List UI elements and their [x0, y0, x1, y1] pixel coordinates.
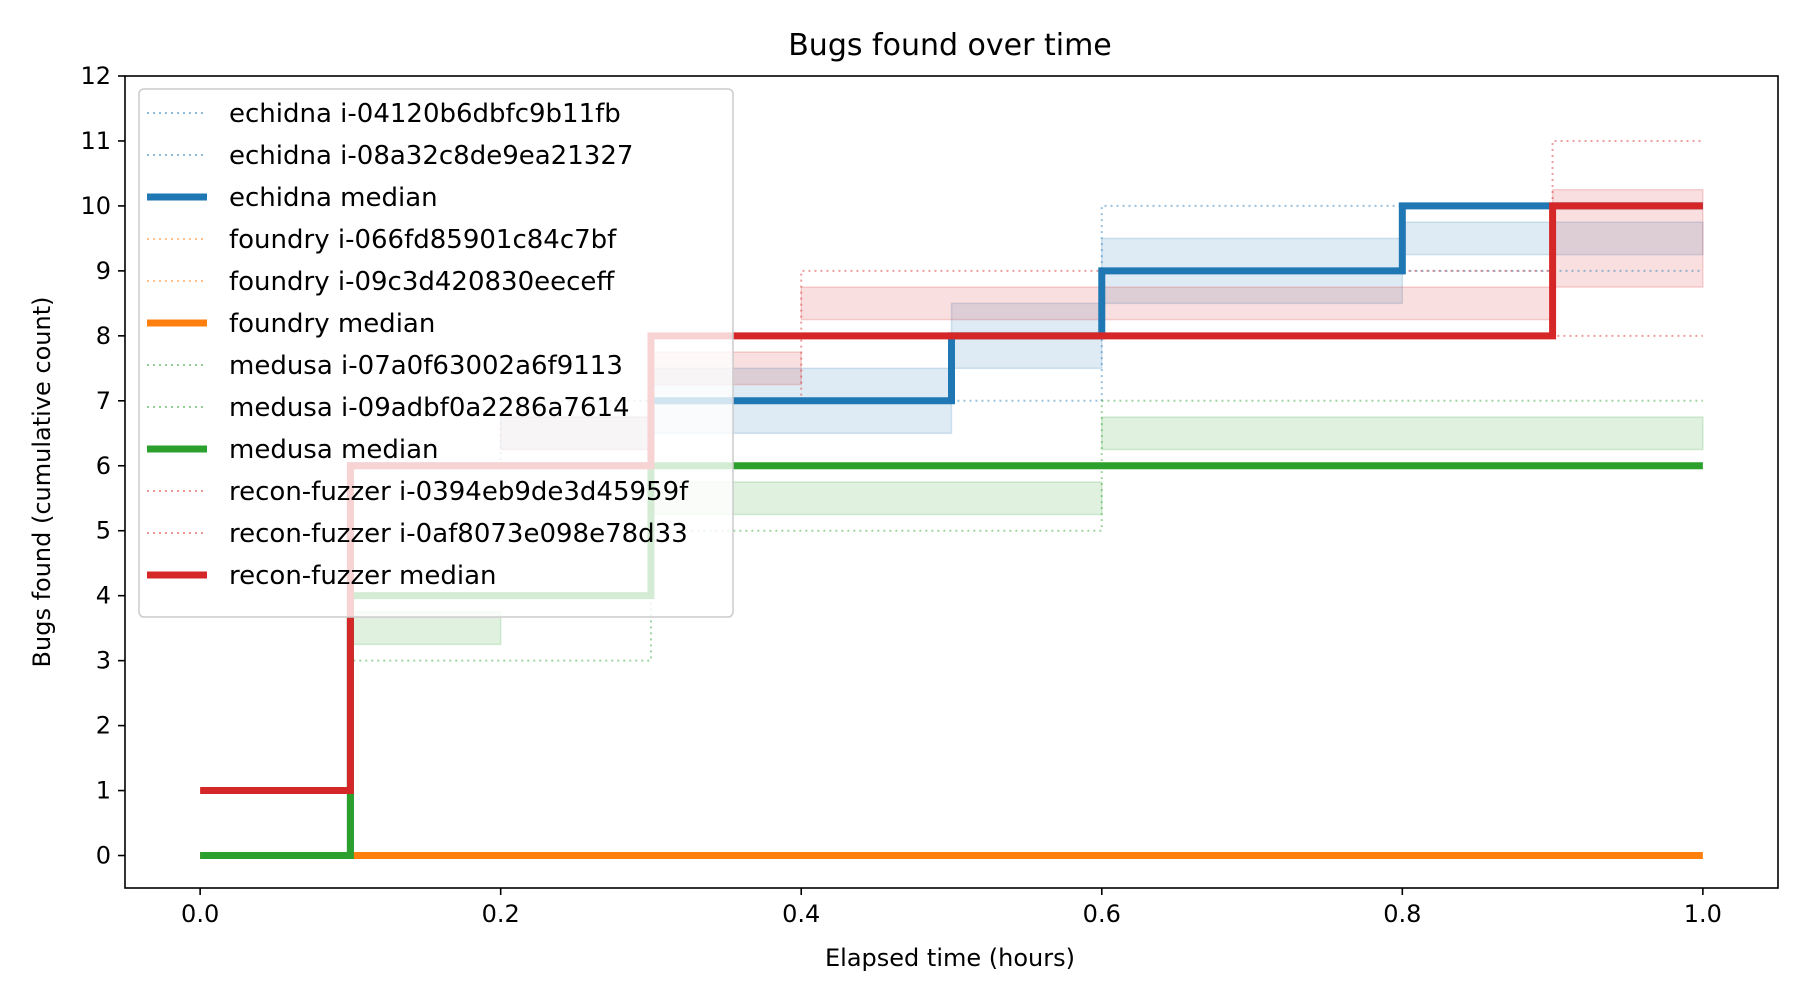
legend-label-foundry-i-09c3d420830eeceff: foundry i-09c3d420830eeceff — [229, 267, 615, 297]
band-recon-fuzzer-2 — [800, 286, 1554, 321]
legend-label-medusa-i-09adbf0a2286a7614: medusa i-09adbf0a2286a7614 — [229, 393, 630, 423]
x-tick-label: 1.0 — [1684, 900, 1722, 928]
band-medusa-2 — [1101, 416, 1704, 451]
legend-label-foundry-median: foundry median — [229, 309, 435, 339]
y-tick-label: 3 — [96, 647, 111, 675]
x-tick-label: 0.8 — [1383, 900, 1421, 928]
x-tick-label: 0.6 — [1083, 900, 1121, 928]
y-tick-label: 4 — [96, 582, 111, 610]
y-tick-label: 7 — [96, 387, 111, 415]
legend-label-foundry-i-066fd85901c84c7bf: foundry i-066fd85901c84c7bf — [229, 225, 617, 255]
x-axis-label: Elapsed time (hours) — [825, 944, 1075, 972]
y-tick-label: 12 — [80, 62, 111, 90]
legend: echidna i-04120b6dbfc9b11fb echidna i-08a… — [138, 88, 734, 618]
y-tick-label: 0 — [96, 842, 111, 870]
y-tick-label: 5 — [96, 517, 111, 545]
x-tick-label: 0.2 — [482, 900, 520, 928]
legend-label-recon-fuzzer-median: recon-fuzzer median — [229, 561, 497, 591]
y-tick-label: 11 — [80, 127, 111, 155]
y-tick-label: 10 — [80, 192, 111, 220]
y-tick-label: 2 — [96, 712, 111, 740]
legend-label-echidna-median: echidna median — [229, 183, 438, 213]
legend-label-echidna-i-04120b6dbfc9b11fb: echidna i-04120b6dbfc9b11fb — [229, 99, 621, 129]
chart-title: Bugs found over time — [788, 28, 1112, 63]
legend-label-medusa-median: medusa median — [229, 435, 439, 465]
legend-label-medusa-i-07a0f63002a6f9113: medusa i-07a0f63002a6f9113 — [229, 351, 623, 381]
legend-label-recon-fuzzer-i-0af8073e098e78d33: recon-fuzzer i-0af8073e098e78d33 — [229, 519, 688, 549]
legend-label-recon-fuzzer-i-0394eb9de3d45959f: recon-fuzzer i-0394eb9de3d45959f — [229, 477, 689, 507]
x-tick-label: 0.4 — [782, 900, 820, 928]
y-axis-label: Bugs found (cumulative count) — [28, 297, 56, 668]
y-tick-label: 1 — [96, 777, 111, 805]
legend-box — [138, 88, 734, 618]
legend-label-echidna-i-08a32c8de9ea21327: echidna i-08a32c8de9ea21327 — [229, 141, 633, 171]
y-tick-label: 6 — [96, 452, 111, 480]
plot-frame — [124, 75, 1779, 889]
y-tick-label: 8 — [96, 322, 111, 350]
x-tick-label: 0.0 — [181, 900, 219, 928]
y-tick-label: 9 — [96, 257, 111, 285]
